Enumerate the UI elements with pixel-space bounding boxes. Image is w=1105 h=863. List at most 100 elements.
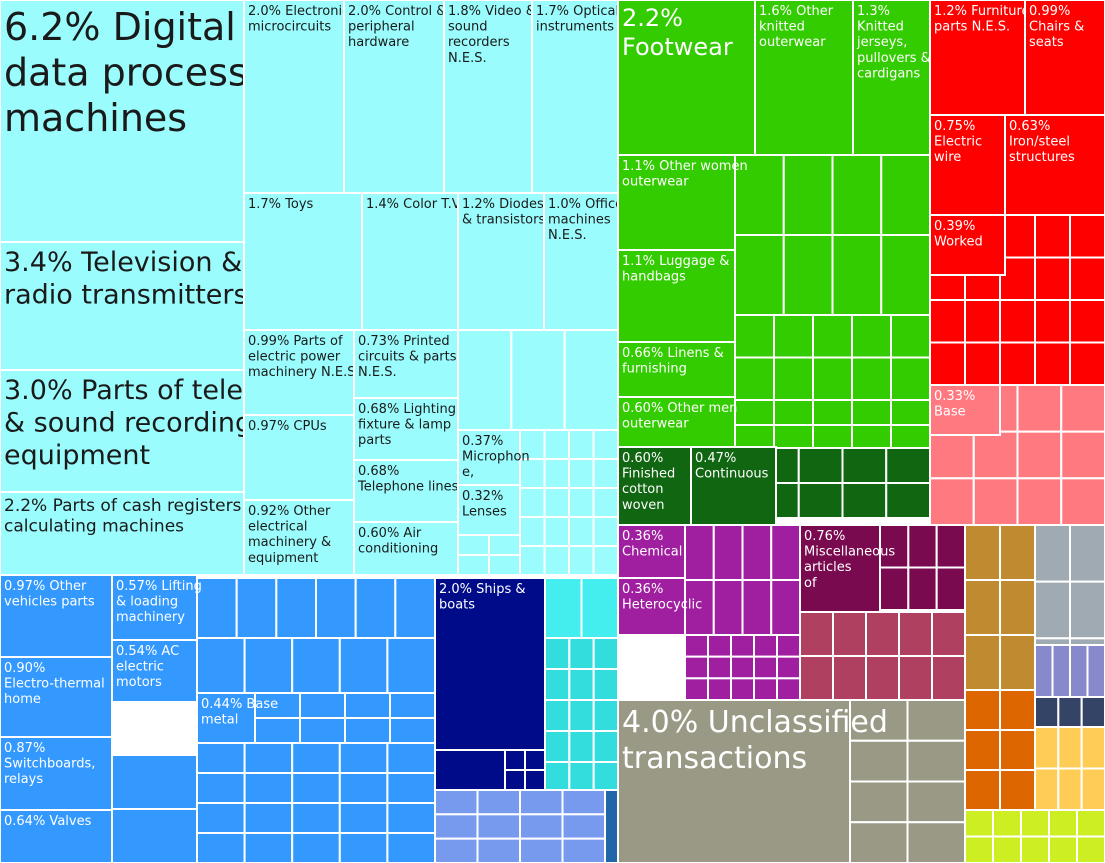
treemap-small-cell (964, 689, 1001, 731)
treemap-small-cell (291, 802, 341, 834)
treemap-small-cell (906, 780, 966, 824)
tile-television-radio-transmitters: 3.4% Television & radio transmitters (0, 241, 248, 371)
tile-label-line: Iron/steel (1009, 135, 1070, 150)
treemap-small-cell (568, 487, 595, 518)
tile-luggage-handbags: 1.1% Luggage & handbags (617, 249, 736, 343)
treemap-small-cell (1034, 341, 1071, 386)
treemap-small-cell (849, 739, 909, 783)
treemap-small-cell (299, 692, 346, 719)
treemap-small-cell (389, 692, 436, 719)
treemap-small-cell (935, 566, 967, 611)
tile-continuous: 0.47% Continuous (690, 446, 777, 526)
tile-chairs-seats-label: 0.99% Chairs & seats (1029, 4, 1084, 50)
tile-other-electrical-machinery-equipment-label: 0.92% Other electrical machinery & equipmen… (248, 504, 331, 566)
treemap-small-cell (999, 341, 1036, 386)
tile-knitted-jerseys-pullovers-cardigans-label: 1.3% Knitted jerseys, pullovers & cardigans (856, 4, 931, 81)
tile-valves-label: 0.64% Valves (4, 814, 92, 829)
treemap-small-cell (519, 789, 564, 816)
tile-unclassified-transactions-rect (617, 699, 851, 863)
treemap-small-cell (1034, 580, 1071, 640)
tile-label-line: outerwear (622, 175, 689, 190)
tile-label-line: 1.7% Optical (536, 4, 619, 19)
treemap-small-cell (992, 835, 1022, 863)
tile-switchboards-relays: 0.87% Switchboards, relays (0, 736, 113, 811)
treemap-small-cell (1016, 384, 1063, 433)
tile-base-metal-rect (196, 692, 256, 744)
treemap-small-cell (111, 808, 198, 863)
tile-video-sound-recorders-n-e-s-label: 1.8% Video & sound recorders N.E.S. (448, 4, 536, 66)
tile-label-line: sound (448, 20, 487, 35)
tile-control-peripheral-hardware-label: 2.0% Control & peripheral hardware (348, 4, 446, 50)
treemap-small-cell (344, 717, 391, 744)
tile-label-line: Continuous (695, 467, 769, 482)
treemap-small-cell (1016, 477, 1063, 527)
tile-knitted-jerseys-pullovers-cardigans-rect (852, 0, 931, 156)
treemap-small-cell (389, 717, 436, 744)
treemap-small-cell (773, 356, 814, 401)
treemap-small-cell (773, 424, 814, 451)
tile-label-line: e, (462, 465, 474, 480)
treemap-small-cell (1034, 524, 1071, 583)
tile-label-line: 0.57% Lifting (116, 579, 202, 594)
tile-label-line: 0.60% (622, 451, 663, 466)
treemap-small-cell (1076, 835, 1105, 863)
treemap-small-cell (906, 821, 966, 863)
treemap-small-cell (580, 577, 619, 639)
treemap-small-cell (519, 487, 546, 518)
treemap-small-cell (544, 668, 571, 701)
tile-linens-furnishing: 0.66% Linens & furnishing (617, 341, 736, 398)
treemap-small-cell (561, 789, 606, 816)
treemap-small-cell (684, 634, 709, 658)
tile-label-line: 1.8% Video & (448, 4, 536, 19)
treemap-small-cell (561, 813, 606, 840)
tile-worked-rect (929, 214, 1006, 276)
treemap-small-cell (831, 154, 883, 236)
treemap-small-cell (299, 717, 346, 744)
treemap-small-cell (812, 314, 853, 359)
treemap-small-cell (1086, 644, 1105, 701)
tile-label-line: handbags (622, 270, 686, 285)
treemap-small-cell (931, 655, 966, 701)
treemap-small-cell (890, 314, 931, 359)
tile-electronic-microcircuits: 2.0% Electronic microcircuits (243, 0, 349, 194)
tile-iron-steel-structures-rect (1004, 114, 1105, 216)
treemap-small-cell (111, 754, 198, 810)
treemap-small-cell (504, 749, 526, 771)
tile-label-line: 0.75% (934, 119, 975, 134)
tile-label-line: outerwear (622, 417, 689, 432)
tile-cpus-label: 0.97% CPUs (248, 419, 327, 434)
tile-ships-boats-rect (434, 577, 546, 751)
tile-ac-electric-motors-label: 0.54% AC electric motors (116, 644, 179, 690)
tile-toys-rect (243, 192, 363, 331)
treemap-small-cell (684, 524, 715, 581)
treemap-small-cell (604, 789, 619, 863)
treemap-small-cell (1060, 384, 1105, 433)
tile-label-line: Switchboards, (4, 757, 95, 772)
tile-label-line: radio transmitters (4, 279, 248, 310)
tile-switchboards-relays-rect (0, 736, 113, 811)
treemap-small-cell (338, 802, 389, 834)
treemap-small-cell (524, 769, 546, 791)
tile-label-line: 0.64% Valves (4, 814, 92, 829)
treemap-small-cell (1016, 430, 1063, 480)
tile-label-line: Lenses (462, 505, 507, 520)
tile-base-label: 0.33% Base (934, 389, 975, 420)
treemap-small-cell (1080, 696, 1105, 728)
tile-chemical: 0.36% Chemical (617, 524, 686, 579)
tile-label-line: Base (934, 405, 966, 420)
treemap-small-cell (831, 234, 883, 316)
tile-base-metal-label: 0.44% Base metal (201, 697, 278, 728)
treemap-small-cell (964, 809, 994, 838)
tile-label-line: Finished (622, 467, 675, 482)
tile-luggage-handbags-label: 1.1% Luggage & handbags (622, 254, 729, 285)
treemap-small-cell (568, 761, 595, 794)
tile-other-vehicles-parts-label: 0.97% Other vehicles parts (4, 579, 95, 610)
treemap-small-cell (568, 516, 595, 547)
tile-label-line: machinery N.E.S. (248, 365, 360, 380)
tile-other-men-outerwear: 0.60% Other men outerwear (617, 396, 737, 448)
treemap-small-cell (394, 577, 437, 639)
tile-label-line: 0.66% Linens & (622, 346, 724, 361)
tile-label-line: equipment (248, 551, 318, 566)
treemap-small-cell (338, 742, 389, 774)
tile-lighting-fixture-lamp-parts-label: 0.68% Lighting fixture & lamp parts (358, 402, 456, 448)
